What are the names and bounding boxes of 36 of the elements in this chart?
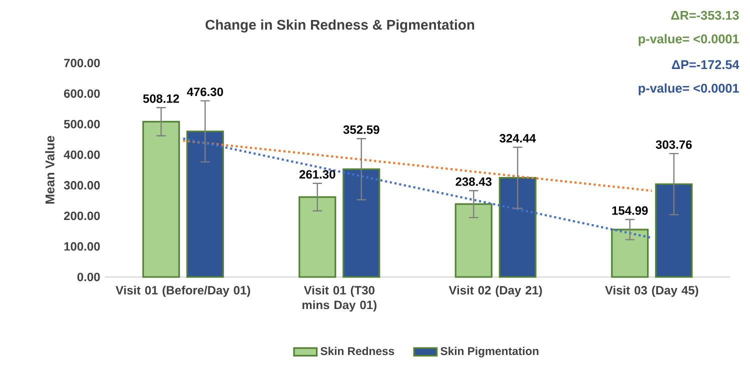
bar (186, 130, 224, 278)
data-label: 261.30 (299, 170, 336, 179)
bar (454, 203, 492, 278)
y-tick-label: 100.00 (64, 242, 100, 251)
legend-label: Skin Redness (320, 346, 394, 356)
y-tick-label: 500.00 (64, 120, 100, 128)
annotation: ΔP=-172.54 (672, 60, 740, 70)
data-label: 352.59 (343, 125, 380, 134)
data-label: 324.44 (500, 134, 536, 143)
y-tick-label: 0.00 (77, 272, 100, 282)
bar (342, 168, 380, 278)
x-tick-label: Visit 03 (Day 45) (605, 286, 698, 297)
legend-label: Skin Pigmentation (440, 346, 538, 358)
y-tick-label: 400.00 (64, 150, 100, 159)
x-tick-label: Visit 01 (T30 mins Day 01) (302, 286, 376, 312)
y-tick-label: 600.00 (64, 89, 100, 98)
chart-title: Change in Skin Redness & Pigmentation (206, 19, 474, 33)
text: ΔR=-353.13 (671, 10, 739, 20)
annotation: p-value= <0.0001 (638, 83, 739, 96)
data-label: 154.99 (612, 206, 648, 215)
data-label: 508.12 (143, 94, 179, 103)
bar (611, 228, 649, 278)
data-label: 238.43 (456, 177, 492, 186)
x-tick-label: Visit 01 (Before/Day 01) (116, 286, 250, 297)
bar (498, 177, 536, 278)
data-label: 303.76 (656, 140, 692, 149)
y-tick-label: 300.00 (64, 181, 100, 190)
bar (655, 183, 693, 278)
bar (298, 196, 336, 278)
x-tick-label: Visit 02 (Day 21) (448, 286, 542, 297)
y-tick-label: 200.00 (64, 212, 100, 220)
text: p-value= <0.0001 (638, 34, 739, 46)
data-label: 476.30 (186, 88, 223, 96)
y-tick-label: 700.00 (64, 58, 100, 68)
y-axis-title: Mean Value (45, 136, 54, 204)
bar (142, 120, 180, 278)
